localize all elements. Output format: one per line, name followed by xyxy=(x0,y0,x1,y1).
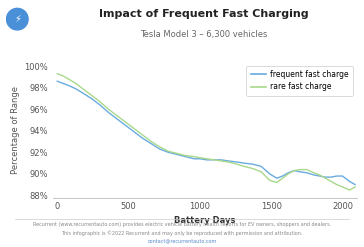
rare fast charge xyxy=(305,168,309,171)
frequent fast charge xyxy=(305,171,309,174)
rare fast charge xyxy=(219,160,223,163)
rare fast charge xyxy=(340,185,345,188)
rare fast charge xyxy=(66,78,71,81)
frequent fast charge xyxy=(192,157,196,160)
frequent fast charge xyxy=(335,175,339,178)
rare fast charge xyxy=(235,163,239,166)
rare fast charge xyxy=(132,127,136,130)
rare fast charge xyxy=(292,169,296,172)
rare fast charge xyxy=(312,171,316,174)
rare fast charge xyxy=(226,161,230,164)
rare fast charge xyxy=(317,173,322,176)
frequent fast charge xyxy=(347,180,352,183)
X-axis label: Battery Days: Battery Days xyxy=(174,216,236,225)
rare fast charge xyxy=(286,172,290,175)
rare fast charge xyxy=(192,155,196,158)
rare fast charge xyxy=(89,94,94,97)
frequent fast charge xyxy=(312,173,316,176)
frequent fast charge xyxy=(132,130,136,133)
frequent fast charge xyxy=(205,158,209,161)
rare fast charge xyxy=(297,168,302,171)
Text: This infographic is ©2022 Recurrent and may only be reproduced with permission a: This infographic is ©2022 Recurrent and … xyxy=(61,230,303,236)
frequent fast charge xyxy=(317,175,322,178)
Legend: frequent fast charge, rare fast charge: frequent fast charge, rare fast charge xyxy=(246,65,353,96)
frequent fast charge xyxy=(80,92,85,95)
frequent fast charge xyxy=(149,142,153,145)
frequent fast charge xyxy=(274,177,279,180)
frequent fast charge xyxy=(268,172,272,175)
rare fast charge xyxy=(335,183,339,186)
rare fast charge xyxy=(205,157,209,160)
frequent fast charge xyxy=(226,160,230,163)
Circle shape xyxy=(7,8,28,30)
frequent fast charge xyxy=(198,157,202,160)
frequent fast charge xyxy=(212,158,216,161)
rare fast charge xyxy=(106,108,111,111)
frequent fast charge xyxy=(219,158,223,161)
rare fast charge xyxy=(250,167,255,170)
rare fast charge xyxy=(141,134,145,137)
rare fast charge xyxy=(80,87,85,90)
frequent fast charge xyxy=(98,103,102,106)
rare fast charge xyxy=(60,74,65,77)
frequent fast charge xyxy=(141,137,145,140)
frequent fast charge xyxy=(353,183,357,186)
frequent fast charge xyxy=(183,155,188,158)
rare fast charge xyxy=(212,158,216,161)
Text: ⚡: ⚡ xyxy=(14,14,21,24)
rare fast charge xyxy=(353,185,357,188)
Text: Tesla Model 3 – 6,300 vehicles: Tesla Model 3 – 6,300 vehicles xyxy=(140,30,268,39)
Line: rare fast charge: rare fast charge xyxy=(57,74,355,190)
frequent fast charge xyxy=(106,111,111,114)
frequent fast charge xyxy=(89,97,94,100)
rare fast charge xyxy=(98,100,102,103)
rare fast charge xyxy=(268,179,272,182)
Text: Impact of Frequent Fast Charging: Impact of Frequent Fast Charging xyxy=(99,9,309,19)
rare fast charge xyxy=(323,177,328,180)
frequent fast charge xyxy=(292,169,296,172)
frequent fast charge xyxy=(297,170,302,173)
rare fast charge xyxy=(274,181,279,184)
rare fast charge xyxy=(149,140,153,143)
frequent fast charge xyxy=(175,153,179,156)
frequent fast charge xyxy=(66,84,71,87)
frequent fast charge xyxy=(60,82,65,85)
rare fast charge xyxy=(158,145,162,148)
frequent fast charge xyxy=(242,162,246,165)
frequent fast charge xyxy=(259,165,263,168)
frequent fast charge xyxy=(74,87,78,90)
frequent fast charge xyxy=(235,161,239,164)
frequent fast charge xyxy=(55,80,59,83)
rare fast charge xyxy=(259,170,263,173)
rare fast charge xyxy=(329,180,333,183)
Text: contact@recurrentauto.com: contact@recurrentauto.com xyxy=(147,238,217,243)
frequent fast charge xyxy=(329,176,333,179)
frequent fast charge xyxy=(158,148,162,151)
frequent fast charge xyxy=(115,117,119,120)
frequent fast charge xyxy=(286,171,290,174)
rare fast charge xyxy=(347,188,352,191)
frequent fast charge xyxy=(123,124,128,127)
Y-axis label: Percentage of Range: Percentage of Range xyxy=(11,86,20,174)
rare fast charge xyxy=(183,154,188,157)
rare fast charge xyxy=(175,152,179,155)
frequent fast charge xyxy=(323,176,328,179)
frequent fast charge xyxy=(166,151,171,154)
rare fast charge xyxy=(280,177,285,180)
rare fast charge xyxy=(123,121,128,124)
rare fast charge xyxy=(115,114,119,117)
Text: Recurrent (www.recurrentauto.com) provides electric vehicle battery health repor: Recurrent (www.recurrentauto.com) provid… xyxy=(33,222,331,227)
rare fast charge xyxy=(74,82,78,85)
rare fast charge xyxy=(242,165,246,168)
frequent fast charge xyxy=(340,175,345,178)
frequent fast charge xyxy=(280,175,285,178)
rare fast charge xyxy=(198,156,202,159)
Line: frequent fast charge: frequent fast charge xyxy=(57,81,355,185)
rare fast charge xyxy=(55,72,59,75)
rare fast charge xyxy=(166,150,171,153)
frequent fast charge xyxy=(250,163,255,166)
